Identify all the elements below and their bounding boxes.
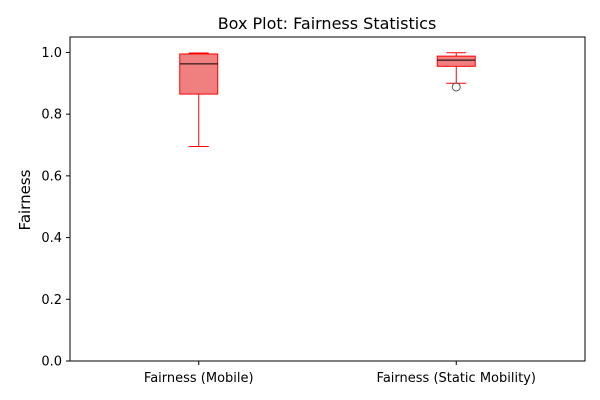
- y-tick-label: 0.6: [41, 169, 62, 184]
- x-tick-label: Fairness (Static Mobility): [377, 371, 536, 386]
- box-iqr: [436, 55, 476, 67]
- box-iqr: [179, 53, 219, 95]
- chart-title: Box Plot: Fairness Statistics: [218, 14, 437, 33]
- outlier-point: [451, 82, 461, 92]
- y-tick-label: 0.8: [41, 108, 62, 123]
- plot-frame: [69, 36, 586, 362]
- plot-layer: 0.0 0.2 0.4 0.6 0.8 1.0 Fairness (Mobile) Fairn…: [41, 46, 536, 386]
- y-tick-label: 0.2: [41, 293, 62, 308]
- y-tick-label: 0.0: [41, 355, 62, 370]
- x-tick-label: Fairness (Mobile): [144, 371, 254, 386]
- y-tick-label: 1.0: [41, 46, 62, 61]
- y-tick-label: 0.4: [41, 231, 62, 246]
- y-axis-label: Fairness: [16, 169, 34, 230]
